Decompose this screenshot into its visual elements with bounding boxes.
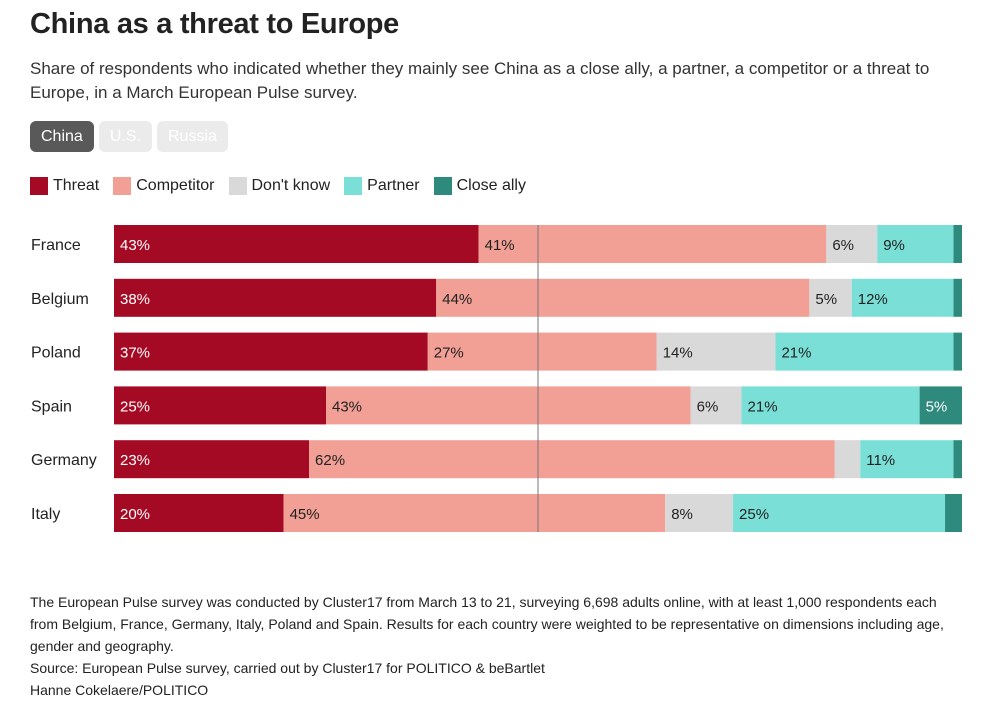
legend-label-partner: Partner (367, 177, 420, 194)
legend-label-competitor: Competitor (136, 177, 215, 194)
legend-swatch-threat (30, 177, 48, 195)
legend-item-close-ally: Close ally (433, 177, 526, 195)
bar-spain-threat (114, 386, 326, 425)
bar-belgium-partner (851, 278, 954, 317)
legend-swatch-dont-know (228, 177, 247, 195)
chart-title: China as a threat to Europe (30, 8, 399, 40)
legend-swatch-close-ally (433, 177, 452, 195)
stacked-bar-chart: France 43% 41% 6% 9% Belgium 38% 44% 5% 12% Poland… (31, 225, 962, 532)
bar-france-competitor (478, 225, 827, 263)
category-label-italy: Italy (31, 506, 60, 523)
legend-label-threat: Threat (53, 177, 100, 194)
data-label-germany-partner: 11% (866, 452, 895, 469)
bar-france-don-t-know (826, 225, 878, 263)
data-label-france-don-t-know: 6% (832, 237, 854, 254)
bar-poland-partner (775, 332, 954, 371)
bar-france-threat (114, 225, 479, 263)
data-label-italy-don-t-know: 8% (671, 506, 693, 523)
bar-spain-close-ally (919, 386, 962, 425)
data-label-france-threat: 43% (120, 237, 150, 254)
bar-italy-competitor (283, 494, 666, 532)
category-label-germany: Germany (31, 452, 97, 469)
legend-item-dont-know: Don't know (228, 177, 331, 195)
data-label-spain-don-t-know: 6% (697, 398, 719, 415)
chart-legend: Threat Competitor Don't know Partner Clo… (30, 177, 540, 195)
tab-russia[interactable]: Russia (156, 121, 228, 152)
bar-spain-competitor (326, 386, 691, 425)
data-label-italy-threat: 20% (120, 506, 150, 523)
data-label-france-competitor: 41% (485, 237, 515, 254)
bar-germany-close-ally (953, 440, 962, 479)
bar-germany-partner (860, 440, 954, 479)
data-label-belgium-don-t-know: 5% (815, 291, 837, 308)
category-label-spain: Spain (31, 398, 72, 415)
data-label-belgium-competitor: 44% (442, 291, 472, 308)
bar-belgium-threat (114, 278, 437, 317)
data-label-belgium-partner: 12% (858, 291, 888, 308)
bar-italy-partner (733, 494, 946, 532)
bar-poland-competitor (427, 332, 657, 371)
bar-france-partner (877, 225, 954, 263)
bar-poland-threat (114, 332, 428, 371)
legend-label-dont-know: Don't know (251, 177, 331, 194)
bar-france-close-ally (953, 225, 962, 263)
bar-germany-threat (114, 440, 310, 479)
legend-swatch-competitor (113, 177, 132, 195)
data-label-italy-competitor: 45% (290, 506, 320, 523)
chart-notes: The European Pulse survey was conducted … (30, 591, 960, 701)
tab-us[interactable]: U.S. (98, 121, 152, 152)
data-label-spain-close-ally: 5% (926, 398, 948, 415)
data-label-poland-don-t-know: 14% (663, 345, 693, 362)
bar-poland-close-ally (953, 332, 962, 371)
legend-item-competitor: Competitor (113, 177, 215, 195)
data-label-poland-partner: 21% (781, 345, 811, 362)
legend-item-threat: Threat (30, 177, 99, 195)
source-note: Source: European Pulse survey, carried o… (30, 660, 545, 676)
methodology-note: The European Pulse survey was conducted … (30, 594, 944, 654)
legend-item-partner: Partner (344, 177, 420, 195)
category-label-france: France (31, 237, 81, 254)
bar-belgium-competitor (436, 278, 810, 317)
data-label-poland-threat: 37% (120, 345, 150, 362)
data-label-poland-competitor: 27% (434, 345, 464, 362)
data-label-france-partner: 9% (883, 237, 905, 254)
bar-italy-close-ally (945, 494, 962, 532)
bar-italy-don-t-know (665, 494, 734, 532)
bar-belgium-don-t-know (809, 278, 852, 317)
data-label-belgium-threat: 38% (120, 291, 150, 308)
tab-china[interactable]: China (30, 121, 94, 152)
bar-germany-competitor (309, 440, 835, 479)
legend-label-close-ally: Close ally (456, 177, 526, 194)
legend-swatch-partner (344, 177, 363, 195)
bar-spain-partner (741, 386, 920, 425)
data-label-spain-competitor: 43% (332, 398, 362, 415)
data-label-germany-threat: 23% (120, 452, 150, 469)
data-label-spain-partner: 21% (748, 398, 778, 415)
bar-spain-don-t-know (690, 386, 742, 425)
data-label-italy-partner: 25% (739, 506, 769, 523)
data-label-germany-competitor: 62% (315, 452, 345, 469)
bar-belgium-close-ally (953, 278, 962, 317)
chart-subtitle: Share of respondents who indicated wheth… (30, 59, 930, 102)
category-label-poland: Poland (31, 345, 81, 362)
category-label-belgium: Belgium (31, 291, 89, 308)
data-label-spain-threat: 25% (120, 398, 150, 415)
bar-italy-threat (114, 494, 284, 532)
credit-note: Hanne Cokelaere/POLITICO (30, 682, 209, 698)
bar-poland-don-t-know (656, 332, 776, 371)
bar-germany-don-t-know (834, 440, 861, 479)
country-tabs: China U.S. Russia (30, 121, 228, 152)
